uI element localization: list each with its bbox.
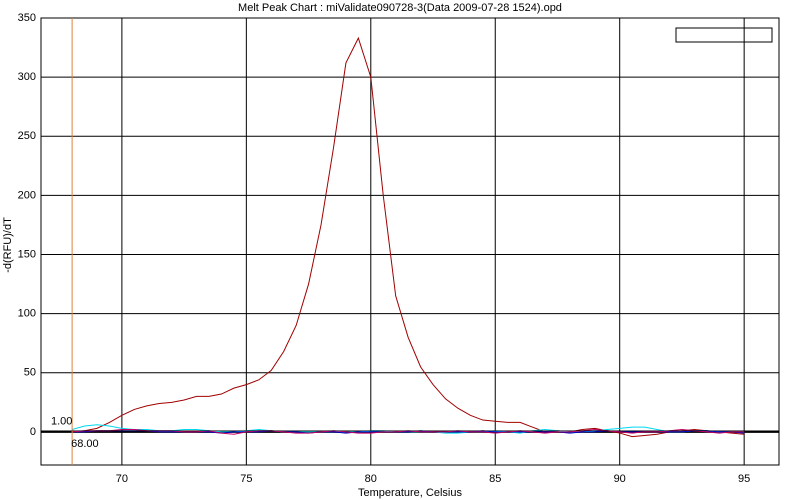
legend-box: [675, 27, 773, 43]
plot-frame: [40, 17, 780, 466]
y-tick-label: 350: [18, 12, 36, 24]
data-line: [72, 36, 745, 438]
threshold-y-label: 1.00: [51, 416, 72, 428]
y-tick-label: 150: [18, 248, 36, 260]
y-tick-label: 300: [18, 71, 36, 83]
y-tick-label: 200: [18, 189, 36, 201]
threshold-x-label: 68.00: [71, 438, 99, 450]
x-tick-label: 70: [116, 473, 128, 485]
y-tick-label: 250: [18, 130, 36, 142]
x-tick-label: 90: [614, 473, 626, 485]
x-tick-label: 85: [489, 473, 501, 485]
y-axis-label: -d(RFU)/dT: [2, 217, 14, 273]
chart-title: Melt Peak Chart : miValidate090728-3(Dat…: [238, 2, 562, 14]
x-tick-label: 95: [738, 473, 750, 485]
x-tick-label: 75: [240, 473, 252, 485]
x-axis-label: Temperature, Celsius: [358, 487, 462, 499]
y-tick-label: 0: [30, 426, 36, 438]
y-tick-label: 100: [18, 308, 36, 320]
y-tick-label: 50: [24, 367, 36, 379]
x-tick-label: 80: [365, 473, 377, 485]
